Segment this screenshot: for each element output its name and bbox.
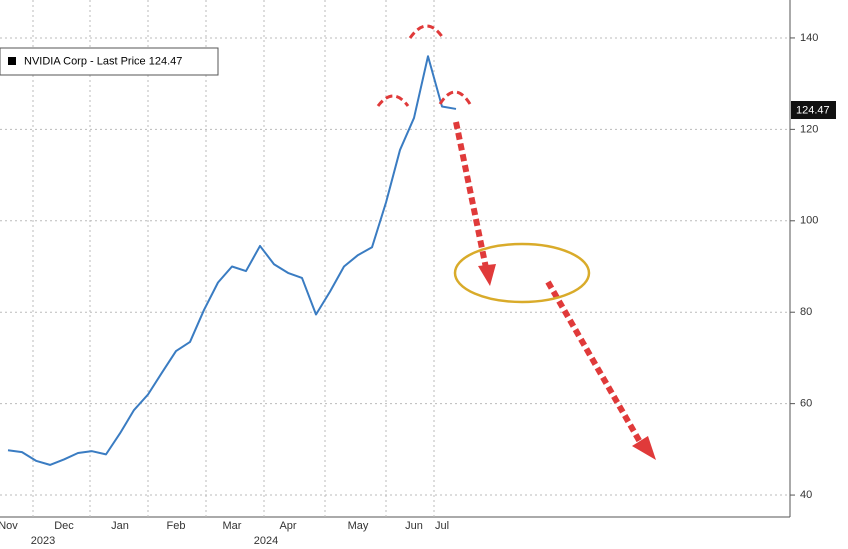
peak-arc xyxy=(376,94,410,107)
price-line xyxy=(7,55,457,466)
x-tick-label: Apr xyxy=(279,520,296,532)
y-tick-label: 60 xyxy=(800,398,812,410)
x-tick-label: Dec xyxy=(54,520,74,532)
legend-text: NVIDIA Corp - Last Price 124.47 xyxy=(24,55,182,67)
legend: NVIDIA Corp - Last Price 124.47 xyxy=(0,47,219,76)
y-tick-label: 120 xyxy=(800,123,818,135)
arrowheads xyxy=(478,264,656,460)
highlight-ellipse xyxy=(453,242,591,304)
x-tick-label: Jan xyxy=(111,520,129,532)
arrow xyxy=(545,280,643,444)
y-tick-label: 100 xyxy=(800,215,818,227)
y-tick-label: 80 xyxy=(800,306,812,318)
legend-label: NVIDIA Corp - Last Price xyxy=(24,55,146,67)
y-tick-label: 40 xyxy=(800,489,812,501)
peak-arc xyxy=(438,90,472,105)
last-price-label: 124.47 xyxy=(796,104,830,116)
annotations xyxy=(376,24,643,444)
plot xyxy=(0,37,790,496)
peak-arc xyxy=(408,24,445,39)
x-tick-label: Jun xyxy=(405,520,423,532)
y-tick-label: 140 xyxy=(800,32,818,44)
x-tick-label: Jul xyxy=(435,520,449,532)
year-label: 2024 xyxy=(254,535,278,547)
last-price-box xyxy=(791,101,836,119)
x-tick-label: Mar xyxy=(223,520,242,532)
arrow xyxy=(453,121,489,269)
legend-swatch xyxy=(8,57,16,65)
x-tick-label: May xyxy=(348,520,369,532)
arrowhead xyxy=(478,264,496,286)
arrowhead xyxy=(632,436,656,460)
month-dividers xyxy=(32,0,435,517)
x-tick-label: Feb xyxy=(167,520,186,532)
year-label: 2023 xyxy=(31,535,55,547)
legend-last-price: 124.47 xyxy=(149,55,183,67)
legend-box xyxy=(0,47,219,76)
x-tick-label: Nov xyxy=(0,520,18,532)
